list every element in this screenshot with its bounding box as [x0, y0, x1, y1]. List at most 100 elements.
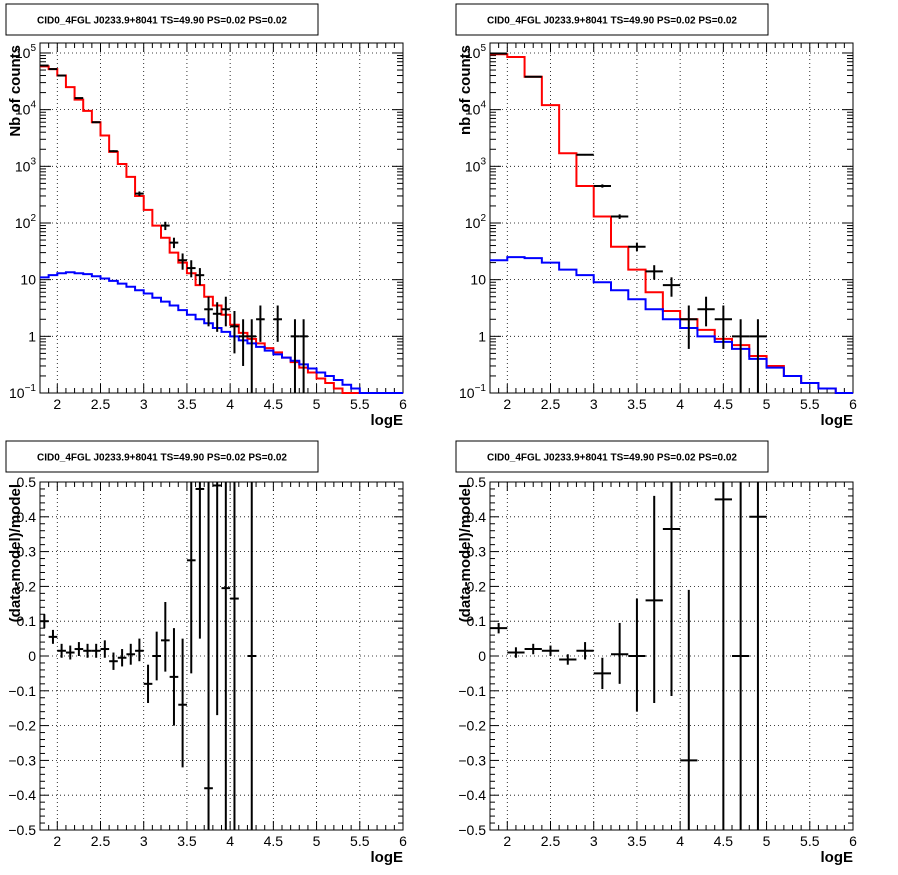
- y-tick-label: 103: [15, 156, 37, 174]
- x-tick-label: 4: [676, 833, 684, 849]
- data-point: [161, 602, 170, 672]
- y-tick-label: 0.1: [17, 613, 37, 629]
- chart-title: CID0_4FGL J0233.9+8041 TS=49.90 PS=0.02 …: [487, 16, 737, 27]
- y-tick-label: −0.5: [8, 822, 36, 838]
- y-tick-label: 10: [20, 272, 36, 288]
- x-tick-label: 5.5: [800, 833, 820, 849]
- y-tick-label: 0.2: [467, 578, 487, 594]
- x-tick-label: 3.5: [177, 833, 197, 849]
- data-point: [290, 319, 300, 393]
- y-tick-label: 0.1: [467, 613, 487, 629]
- data-point: [247, 482, 257, 830]
- x-tick-label: 2.5: [91, 833, 111, 849]
- data-point: [143, 664, 153, 703]
- data-point: [57, 643, 66, 658]
- x-tick-label: 2.5: [541, 396, 561, 412]
- data-point: [732, 319, 750, 393]
- x-tick-label: 4.5: [714, 833, 734, 849]
- y-tick-label: −0.2: [8, 718, 36, 734]
- y-tick-label: 0.5: [467, 474, 487, 490]
- x-tick-label: 2: [53, 396, 61, 412]
- data-point: [74, 97, 84, 100]
- x-tick-label: 5: [763, 833, 771, 849]
- data-point: [161, 221, 170, 231]
- plot-frame: [489, 42, 854, 394]
- y-tick-label: 0.3: [17, 544, 37, 560]
- x-tick-label: 4.5: [264, 396, 284, 412]
- y-tick-label: 105: [15, 43, 37, 61]
- data-point: [645, 265, 663, 280]
- data-point: [732, 482, 750, 830]
- data-point: [749, 482, 767, 830]
- y-tick-label: −0.1: [458, 683, 486, 699]
- model-histogram: [490, 53, 853, 394]
- model-histogram: [40, 65, 403, 394]
- data-point: [697, 296, 715, 327]
- x-tick-label: 5.5: [800, 396, 820, 412]
- data-point: [645, 495, 663, 703]
- y-tick-label: 104: [465, 100, 487, 118]
- data-point: [100, 640, 110, 658]
- data-point: [593, 657, 611, 690]
- data-point: [126, 643, 136, 665]
- data-point: [593, 184, 611, 188]
- data-point: [576, 153, 594, 156]
- x-tick-label: 3: [140, 833, 148, 849]
- data-point: [576, 642, 594, 660]
- data-point: [204, 482, 213, 830]
- data-point: [135, 638, 144, 662]
- data-point: [195, 268, 205, 286]
- title-box: [455, 440, 769, 473]
- y-tick-label: 0.4: [467, 509, 487, 525]
- data-point: [611, 622, 629, 684]
- data-point: [74, 642, 84, 656]
- x-tick-label: 6: [849, 833, 857, 849]
- x-tick-label: 3: [590, 396, 598, 412]
- x-tick-label: 5: [313, 833, 321, 849]
- residual-panel-left: CID0_4FGL J0233.9+8041 TS=49.90 PS=0.02 …: [5, 440, 407, 866]
- y-tick-label: −0.5: [458, 822, 486, 838]
- data-point: [749, 319, 767, 393]
- y-tick-label: 0: [28, 648, 36, 664]
- title-box: [455, 3, 769, 36]
- chart-title: CID0_4FGL J0233.9+8041 TS=49.90 PS=0.02 …: [487, 453, 737, 464]
- y-tick-label: 10−1: [459, 383, 486, 401]
- y-tick-label: 0.5: [17, 474, 37, 490]
- y-axis-title: nb of counts: [457, 45, 474, 135]
- x-tick-label: 6: [399, 833, 407, 849]
- data-point: [490, 622, 508, 634]
- data-point: [178, 638, 187, 768]
- y-tick-label: −0.4: [458, 787, 486, 803]
- y-tick-label: 105: [465, 43, 487, 61]
- x-axis-title: logE: [821, 849, 854, 866]
- y-tick-label: 10: [470, 272, 486, 288]
- data-point: [135, 191, 144, 196]
- x-axis-title: logE: [371, 412, 404, 429]
- data-point: [256, 305, 265, 342]
- x-tick-label: 6: [399, 396, 407, 412]
- data-point: [230, 482, 239, 830]
- data-point: [230, 310, 239, 354]
- data-point: [40, 614, 49, 629]
- data-point: [628, 242, 646, 252]
- x-tick-label: 2: [503, 396, 511, 412]
- data-point: [109, 652, 118, 670]
- y-tick-label: 0: [478, 648, 486, 664]
- data-point: [221, 482, 231, 830]
- data-point: [662, 482, 681, 697]
- background-histogram: [40, 271, 403, 394]
- data-point: [507, 647, 525, 658]
- chart-title: CID0_4FGL J0233.9+8041 TS=49.90 PS=0.02 …: [37, 453, 287, 464]
- title-box: [5, 3, 319, 36]
- x-axis-title: logE: [821, 412, 854, 429]
- y-tick-label: 102: [465, 213, 487, 231]
- y-tick-label: −0.4: [8, 787, 36, 803]
- x-tick-label: 2: [503, 833, 511, 849]
- data-point: [212, 302, 222, 332]
- data-point: [714, 305, 732, 349]
- data-point: [65, 645, 75, 660]
- data-point: [117, 649, 127, 667]
- y-tick-label: 1: [28, 328, 36, 344]
- data-point: [195, 482, 205, 639]
- x-tick-label: 4: [676, 396, 684, 412]
